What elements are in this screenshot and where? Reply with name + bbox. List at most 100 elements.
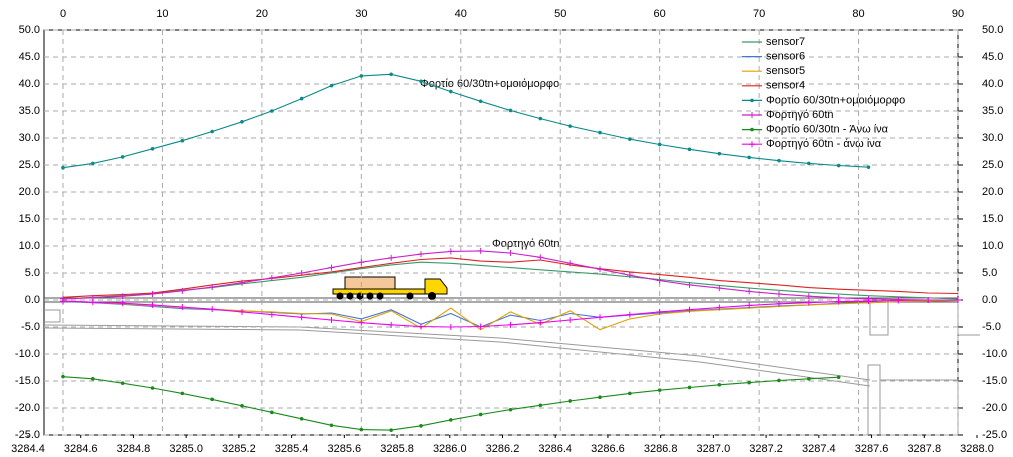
x2-tick-label: 3288.0 [960, 443, 994, 455]
x2-tick-label: 3285.8 [380, 443, 414, 455]
marker [449, 90, 453, 94]
wheel [377, 293, 384, 300]
marker [867, 165, 871, 169]
wheel [407, 293, 414, 300]
y2-tick-label: 0.0 [982, 294, 997, 306]
marker [61, 375, 65, 379]
y2-tick-label: 15.0 [982, 213, 1003, 225]
chart: Φορτίο 60/30tn+ομοιόμορφο Φορτηγό 60tn 5… [0, 0, 1013, 457]
y-tick-label: 25.0 [19, 159, 40, 171]
marker [718, 152, 722, 156]
annotation: Φορτηγό 60tn [492, 238, 560, 250]
x2-tick-label: 3287.8 [907, 443, 941, 455]
marker [151, 147, 155, 151]
marker [598, 131, 602, 135]
marker [240, 120, 244, 124]
marker [300, 417, 304, 421]
legend-label: sensor5 [766, 65, 805, 77]
x-tick-label: 50 [554, 8, 566, 20]
legend-label: sensor4 [766, 80, 805, 92]
x2-tick-label: 3286.8 [644, 443, 678, 455]
marker [509, 109, 513, 113]
marker [270, 411, 274, 415]
y-tick-label: 10.0 [19, 240, 40, 252]
y2-tick-label: 30.0 [982, 132, 1003, 144]
wheel [337, 293, 344, 300]
y2-tick-label: -5.0 [982, 321, 1001, 333]
marker [747, 156, 751, 160]
y-tick-label: -10.0 [15, 348, 40, 360]
pier [958, 300, 980, 335]
x2-tick-label: 3286.2 [486, 443, 520, 455]
marker [509, 408, 513, 412]
y-tick-label: 45.0 [19, 51, 40, 63]
marker [688, 148, 692, 152]
x-tick-label: 80 [852, 8, 864, 20]
marker [389, 428, 393, 432]
x2-tick-label: 3285.4 [275, 443, 309, 455]
y2-tick-label: 45.0 [982, 51, 1003, 63]
y-tick-label: 40.0 [19, 78, 40, 90]
marker [539, 117, 543, 121]
x-tick-label: 40 [455, 8, 467, 20]
x2-tick-label: 3285.2 [222, 443, 256, 455]
x2-tick-label: 3285.6 [328, 443, 362, 455]
marker [151, 386, 155, 390]
wheel [428, 292, 436, 300]
y2-tick-label: -20.0 [982, 402, 1007, 414]
marker [91, 377, 95, 381]
plot-frame [44, 30, 958, 435]
y2-tick-label: 40.0 [982, 78, 1003, 90]
y2-tick-label: -15.0 [982, 375, 1007, 387]
marker [568, 124, 572, 128]
legend-label: Φορτίο 60/30tn - Άνω ίνα [766, 124, 889, 136]
y-tick-label: 5.0 [25, 267, 40, 279]
x2-tick-label: 3286.6 [591, 443, 625, 455]
marker [658, 388, 662, 392]
x2-tick-label: 3287.2 [749, 443, 783, 455]
marker [419, 424, 423, 428]
legend-label: sensor7 [766, 36, 805, 48]
marker [479, 413, 483, 417]
x-tick-label: 90 [952, 8, 964, 20]
marker [61, 166, 65, 170]
legend-marker [750, 99, 754, 103]
legend-label: sensor6 [766, 51, 805, 63]
wheel [367, 293, 374, 300]
marker [181, 392, 185, 396]
marker [718, 383, 722, 387]
marker [807, 162, 811, 166]
x2-tick-label: 3284.4 [11, 443, 45, 455]
legend-marker [750, 128, 754, 132]
marker [658, 143, 662, 147]
y2-tick-label: 10.0 [982, 240, 1003, 252]
x2-tick-label: 3284.6 [64, 443, 98, 455]
marker [389, 72, 393, 76]
marker [210, 130, 214, 134]
y-tick-label: -5.0 [21, 321, 40, 333]
marker [479, 99, 483, 103]
x2-tick-label: 3286.0 [433, 443, 467, 455]
legend-label: Φορτηγό 60tn [766, 109, 834, 121]
marker [777, 379, 781, 383]
marker [688, 386, 692, 390]
y2-tick-label: 50.0 [982, 24, 1003, 36]
marker [300, 97, 304, 101]
wheel [357, 293, 364, 300]
marker [628, 137, 632, 141]
y-tick-label: 15.0 [19, 213, 40, 225]
marker [240, 404, 244, 408]
y-tick-label: 0.0 [25, 294, 40, 306]
y-tick-label: -20.0 [15, 402, 40, 414]
y2-tick-label: -10.0 [982, 348, 1007, 360]
marker [568, 399, 572, 403]
y2-tick-label: -25.0 [982, 429, 1007, 441]
marker [330, 423, 334, 427]
y-tick-label: 50.0 [19, 24, 40, 36]
marker [539, 404, 543, 408]
y-tick-label: 20.0 [19, 186, 40, 198]
y-tick-label: -15.0 [15, 375, 40, 387]
y-tick-label: -25.0 [15, 429, 40, 441]
marker [121, 155, 125, 159]
marker [419, 80, 423, 84]
